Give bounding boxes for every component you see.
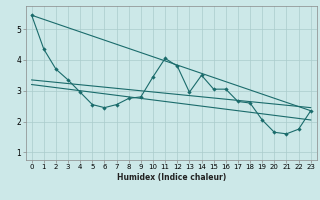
X-axis label: Humidex (Indice chaleur): Humidex (Indice chaleur)	[116, 173, 226, 182]
